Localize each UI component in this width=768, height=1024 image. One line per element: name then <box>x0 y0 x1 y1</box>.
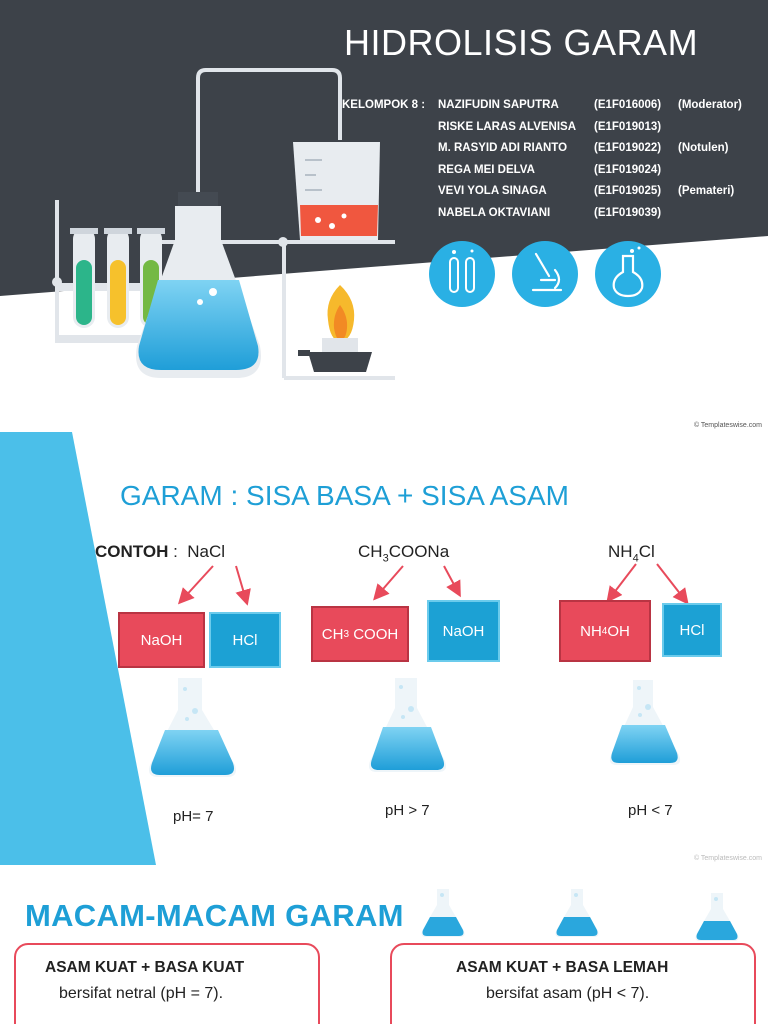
flask-icon <box>149 678 236 777</box>
beaker-icon <box>293 142 380 240</box>
salt-type-card: ASAM KUAT + BASA KUAT bersifat netral (p… <box>14 943 320 1024</box>
contoh-label: CONTOH <box>95 542 169 561</box>
card-description: bersifat asam (pH < 7). <box>486 985 650 1002</box>
burner-icon <box>298 285 372 372</box>
card-title: ASAM KUAT + BASA KUAT <box>45 959 245 976</box>
member-id: (E1F019039) <box>594 206 662 219</box>
acid-base-box: NaOH <box>118 612 205 668</box>
acid-base-box: HCl <box>662 603 722 657</box>
member-role: (Moderator) <box>678 99 742 111</box>
member-name: RISKE LARAS ALVENISA <box>438 120 577 133</box>
member-id: (E1F019022) <box>594 142 662 155</box>
arrow-icon <box>443 565 461 598</box>
arrow-icon <box>235 565 251 606</box>
flask-icon <box>609 680 681 765</box>
member-role: (Pemateri) <box>678 185 735 198</box>
arrow-icon <box>656 563 689 605</box>
stand-frame-icon <box>150 68 395 380</box>
ph-label: pH > 7 <box>385 802 430 819</box>
salt-type-card: ASAM KUAT + BASA LEMAH bersifat asam (pH… <box>390 943 756 1024</box>
test-tube-rack-icon <box>52 200 172 343</box>
slide-garam: GARAM : SISA BASA + SISA ASAM CONTOH : N… <box>0 432 768 865</box>
member-name: NAZIFUDIN SAPUTRA <box>438 99 559 111</box>
member-id: (E1F019024) <box>594 163 662 176</box>
erlenmeyer-flask-icon <box>136 192 261 378</box>
flask-icon <box>421 889 465 937</box>
member-name: M. RASYID ADI RIANTO <box>438 142 568 155</box>
flask-icon <box>695 893 739 941</box>
slide-title-text: HIDROLISIS GARAM <box>344 22 699 63</box>
salt-formula: CH3COONa <box>358 542 450 565</box>
copyright-note: © Templateswise.com <box>693 422 762 429</box>
ph-label: pH= 7 <box>173 808 214 825</box>
member-name: NABELA OKTAVIANI <box>438 206 551 219</box>
arrow-icon <box>177 565 214 605</box>
flask-icon <box>595 241 661 307</box>
microscope-icon <box>512 241 578 307</box>
test-tubes-icon <box>429 241 495 307</box>
arrow-icon <box>606 563 637 603</box>
salt-formula: NH4Cl <box>608 542 655 565</box>
card-title: ASAM KUAT + BASA LEMAH <box>456 959 669 976</box>
arrow-icon <box>373 565 404 601</box>
salt-formula: NaCl <box>187 542 226 561</box>
member-name: REGA MEI DELVA <box>438 163 535 176</box>
example-label-row: CONTOH : NaCl <box>95 542 226 561</box>
member-id: (E1F016006) <box>594 99 662 111</box>
acid-base-box: CH 3 COOH <box>311 606 409 662</box>
flask-icon <box>555 889 599 937</box>
slide-macam-garam: MACAM-MACAM GARAM ASAM KUAT + BASA KUAT … <box>0 865 768 1024</box>
acid-base-box: HCl <box>209 612 281 668</box>
flask-icon <box>368 678 447 772</box>
arrows-layer <box>177 563 689 606</box>
slide-title: HIDROLISIS GARAM KELOMPOK 8 : NAZIFUDIN … <box>0 0 768 432</box>
card-description: bersifat netral (pH = 7). <box>59 985 224 1002</box>
ph-label: pH < 7 <box>628 802 673 819</box>
member-role: (Notulen) <box>678 142 729 155</box>
slide-heading: GARAM : SISA BASA + SISA ASAM <box>120 480 569 511</box>
member-name: VEVI YOLA SINAGA <box>438 185 547 198</box>
member-id: (E1F019025) <box>594 185 662 198</box>
copyright-note: © Templateswise.com <box>693 855 762 862</box>
acid-base-box: NH 4 OH <box>559 600 651 662</box>
blue-side-shape <box>0 432 156 865</box>
slide-heading: MACAM-MACAM GARAM <box>25 898 404 933</box>
lab-background-illustration <box>0 0 768 380</box>
acid-base-box: NaOH <box>427 600 500 662</box>
member-id: (E1F019013) <box>594 120 662 133</box>
group-label: KELOMPOK 8 : <box>342 99 426 111</box>
